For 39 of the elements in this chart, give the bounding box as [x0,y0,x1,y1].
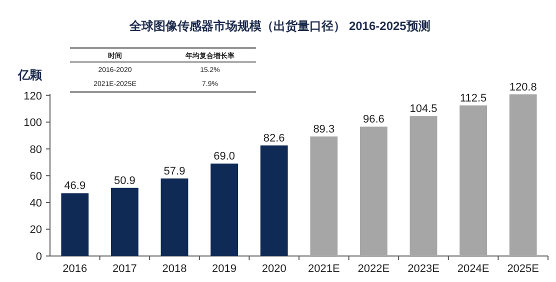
x-tick-label: 2019 [212,263,237,275]
x-tick-label: 2021E [308,263,340,275]
bar [210,164,238,256]
data-label: 112.5 [460,92,487,104]
y-axis-title: 亿颗 [17,68,43,82]
y-tick-label: 20 [30,224,42,236]
y-tick-label: 60 [30,170,42,183]
data-label: 89.3 [313,123,335,136]
bar [360,126,388,256]
x-tick-label: 2022E [358,263,390,275]
bar [509,94,537,256]
x-tick-label: 2016 [62,263,88,275]
data-label: 69.0 [214,150,236,163]
y-tick-label: 40 [30,197,42,210]
chart-title: 全球图像传感器市场规模（出货量口径） 2016-2025预测 [128,19,430,33]
x-tick-label: 2023E [408,263,440,275]
y-tick-label: 0 [36,251,42,263]
x-tick-label: 2017 [112,263,137,275]
x-tick-label: 2018 [162,263,187,275]
x-tick-label: 2024E [457,263,490,275]
bar [160,178,188,256]
x-tick-label: 2020 [262,263,286,275]
data-label: 96.6 [362,114,384,126]
y-tick-label: 120 [24,90,42,102]
bar [410,116,438,256]
bar [111,188,138,256]
data-label: 46.9 [64,180,86,192]
data-label: 82.6 [263,132,285,144]
data-label: 57.9 [164,165,186,178]
data-label: 104.5 [410,103,438,116]
x-tick-label: 2025E [507,263,540,275]
bar [260,145,288,256]
bar [61,193,89,256]
y-tick-label: 80 [30,144,42,156]
data-label: 50.9 [114,174,136,187]
y-tick-label: 100 [24,117,42,130]
bar [460,105,487,256]
bar [310,136,338,256]
data-label: 120.8 [509,81,537,94]
